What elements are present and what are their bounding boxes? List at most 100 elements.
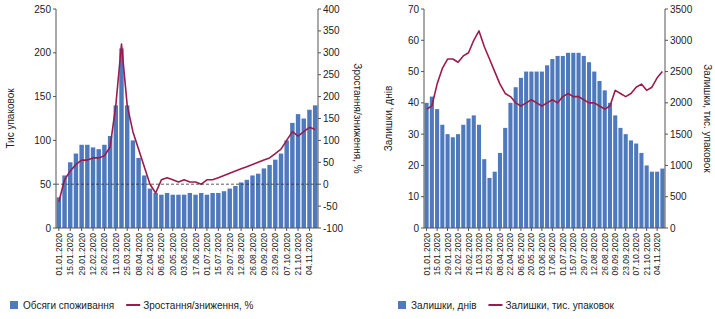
line [59, 44, 315, 202]
x-tick [104, 228, 105, 231]
y2-tick [665, 102, 668, 103]
bar [629, 140, 633, 228]
line [427, 31, 663, 109]
bar [210, 193, 214, 228]
x-tick [552, 228, 553, 231]
x-tick-label: 12.02.2020 [88, 233, 98, 276]
bar [466, 119, 470, 229]
y-tick [421, 134, 424, 135]
y-tick-label: 10 [408, 191, 420, 202]
bar [279, 154, 283, 228]
x-tick [309, 228, 310, 231]
x-tick [149, 228, 150, 231]
y2-tick [665, 134, 668, 135]
x-tick-label: 08.04.2020 [495, 233, 505, 276]
bar [618, 128, 622, 228]
bar [561, 56, 565, 228]
legend: Залишки, днівЗалишки, тис. упаковок [398, 300, 615, 311]
bar [524, 72, 528, 228]
x-tick [646, 228, 647, 231]
x-tick [437, 228, 438, 231]
bar [577, 53, 581, 228]
x-tick-label: 29.01.2020 [77, 233, 87, 276]
bar [205, 195, 209, 228]
x-tick-label: 22.04.2020 [145, 233, 155, 276]
bar [142, 175, 146, 228]
bar [461, 125, 465, 228]
y-tick [421, 40, 424, 41]
x-tick-label: 04.11.2020 [652, 233, 662, 275]
x-tick [172, 228, 173, 231]
bar [245, 180, 249, 228]
legend-swatch [126, 304, 140, 306]
bar [273, 160, 277, 228]
bar [233, 186, 237, 228]
bar [250, 175, 254, 228]
x-tick-label: 15.01.2020 [65, 233, 75, 276]
bar [435, 109, 439, 228]
x-tick [218, 228, 219, 231]
y2-tick-label: 300 [323, 47, 340, 58]
y2-tick-label: 50 [323, 157, 335, 168]
plot-area [425, 31, 665, 228]
x-tick-label: 26.08.2020 [248, 233, 258, 276]
x-tick-label: 15.07.2020 [213, 233, 223, 276]
x-tick [479, 228, 480, 231]
bar [566, 53, 570, 228]
x-tick-label: 26.02.2020 [99, 233, 109, 276]
bar [655, 172, 659, 228]
bar [91, 147, 95, 228]
x-tick-label: 21.10.2020 [642, 233, 652, 276]
y2-tick-label: 250 [323, 69, 340, 80]
bar [482, 159, 486, 228]
bar [165, 193, 169, 228]
x-tick [615, 228, 616, 231]
y-tick [53, 184, 56, 185]
bar [171, 195, 175, 228]
bar [227, 189, 231, 228]
bar [582, 56, 586, 228]
bar [519, 78, 523, 228]
legend-label: Обсяги споживання [23, 300, 114, 311]
bar [267, 165, 271, 228]
y-tick [53, 9, 56, 10]
bar [613, 115, 617, 228]
y-tick [53, 52, 56, 53]
y-tick-label: 150 [34, 91, 51, 102]
bar [650, 172, 654, 228]
y2-tick-label: 400 [323, 4, 340, 15]
y2-tick-label: 3500 [670, 4, 693, 15]
bar [176, 195, 180, 228]
bar [96, 149, 100, 228]
x-tick [115, 228, 116, 231]
x-tick [263, 228, 264, 231]
x-tick [161, 228, 162, 231]
bar [556, 56, 560, 228]
y2-tick-label: 1000 [670, 160, 693, 171]
y2-tick-label: 2500 [670, 66, 693, 77]
y2-tick-label: 500 [670, 191, 687, 202]
legend-swatch [398, 301, 406, 309]
bar [430, 97, 434, 228]
y2-tick-label: 3000 [670, 35, 693, 46]
x-tick [195, 228, 196, 231]
x-tick [468, 228, 469, 231]
x-tick [458, 228, 459, 231]
x-axis [56, 228, 318, 229]
bar [456, 134, 460, 228]
x-tick-label: 29.01.2020 [443, 233, 453, 276]
x-tick-label: 23.09.2020 [270, 233, 280, 276]
x-tick-label: 06.05.2020 [516, 233, 526, 276]
bar [597, 81, 601, 228]
chart-panel: 050100150200250-100-50050100150200250300… [5, 4, 363, 312]
y-tick [421, 9, 424, 10]
x-tick-label: 11.03.2020 [111, 233, 121, 275]
bar [550, 59, 554, 228]
y2-tick [318, 162, 321, 163]
chart-panel: 0102030405060700500100015002000250030003… [383, 4, 713, 312]
x-tick [286, 228, 287, 231]
bar [529, 72, 533, 228]
x-tick-label: 17.06.2020 [191, 233, 201, 276]
x-tick [489, 228, 490, 231]
y-tick-label: 50 [408, 66, 420, 77]
